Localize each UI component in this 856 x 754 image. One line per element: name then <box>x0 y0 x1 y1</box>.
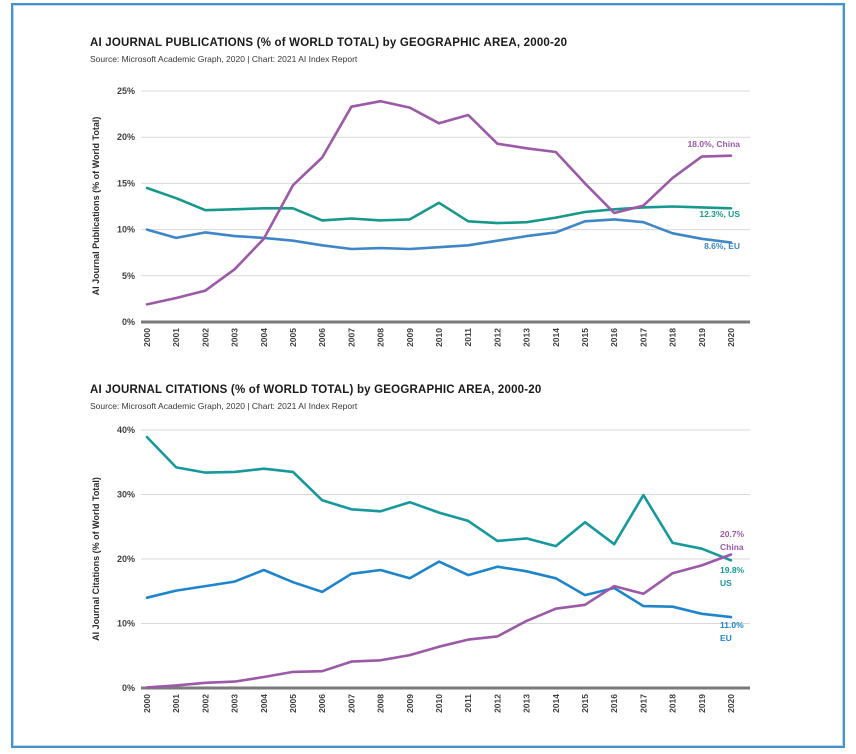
x-tick-label: 2004 <box>259 694 269 713</box>
x-tick-label: 2007 <box>346 328 356 347</box>
x-tick-label: 2009 <box>405 694 415 713</box>
us-line <box>145 435 733 562</box>
x-tick-label: 2011 <box>463 694 473 713</box>
y-tick-label: 10% <box>117 619 135 629</box>
y-axis-label: AI Journal Citations (% of World Total) <box>91 477 101 641</box>
y-tick-label: 40% <box>117 425 135 435</box>
x-tick-label: 2002 <box>200 694 210 713</box>
x-tick-label: 2006 <box>317 328 327 347</box>
x-tick-label: 2015 <box>580 328 590 347</box>
x-tick-label: 2016 <box>609 694 619 713</box>
x-tick-label: 2007 <box>346 694 356 713</box>
y-tick-label: 0% <box>122 683 135 693</box>
y-tick-label: 25% <box>117 86 135 96</box>
x-tick-label: 2010 <box>434 694 444 713</box>
x-tick-label: 2017 <box>638 328 648 347</box>
x-tick-label: 2013 <box>522 694 532 713</box>
y-tick-label: 20% <box>117 554 135 564</box>
us-end-label: 19.8% <box>720 565 745 575</box>
citations-chart-title: AI JOURNAL CITATIONS (% of WORLD TOTAL) … <box>90 384 542 396</box>
eu-end-label: EU <box>720 633 732 643</box>
china-line <box>145 99 733 306</box>
x-tick-label: 2002 <box>200 328 210 347</box>
x-tick-label: 2009 <box>405 328 415 347</box>
x-tick-label: 2015 <box>580 694 590 713</box>
x-tick-label: 2014 <box>551 694 561 713</box>
eu-end-label: 11.0% <box>720 620 744 630</box>
eu-end-label: 8.6%, EU <box>704 241 740 251</box>
eu-line <box>145 560 733 619</box>
selection-border <box>11 3 845 748</box>
china-end-label: China <box>720 542 744 552</box>
eu-line <box>145 218 733 251</box>
x-tick-label: 2006 <box>317 694 327 713</box>
x-tick-label: 2018 <box>668 328 678 347</box>
x-tick-label: 2017 <box>638 694 648 713</box>
publications-chart-title: AI JOURNAL PUBLICATIONS (% of WORLD TOTA… <box>90 37 568 49</box>
us-end-label: US <box>720 578 732 588</box>
x-tick-label: 2000 <box>142 328 152 347</box>
x-tick-label: 2005 <box>288 328 298 347</box>
x-tick-label: 2011 <box>463 328 473 347</box>
y-tick-label: 30% <box>117 490 135 500</box>
x-tick-label: 2003 <box>230 328 240 347</box>
china-line <box>145 553 733 689</box>
x-tick-label: 2000 <box>142 694 152 713</box>
x-tick-label: 2016 <box>609 328 619 347</box>
publications-chart-source: Source: Microsoft Academic Graph, 2020 |… <box>90 54 358 64</box>
x-tick-label: 2020 <box>726 328 736 347</box>
x-tick-label: 2020 <box>726 694 736 713</box>
x-tick-label: 2004 <box>259 328 269 347</box>
x-tick-label: 2019 <box>697 328 707 347</box>
x-tick-label: 2003 <box>230 694 240 713</box>
y-tick-label: 5% <box>122 271 135 281</box>
x-tick-label: 2008 <box>376 694 386 713</box>
x-tick-label: 2001 <box>171 328 181 347</box>
y-axis-label: AI Journal Publications (% of World Tota… <box>91 117 101 296</box>
x-tick-label: 2012 <box>492 328 502 347</box>
y-tick-label: 0% <box>122 317 135 327</box>
y-tick-label: 15% <box>117 178 135 188</box>
y-tick-label: 20% <box>117 132 135 142</box>
x-tick-label: 2018 <box>668 694 678 713</box>
us-end-label: 12.3%, US <box>699 209 740 219</box>
x-tick-label: 2001 <box>171 694 181 713</box>
citations-line-chart: 0% 10% 20% 30% 40% 2000 2001 2002 2003 2004 2005 20… <box>91 425 750 713</box>
x-tick-label: 2014 <box>551 328 561 347</box>
china-end-label: 20.7% <box>720 529 745 539</box>
x-tick-label: 2013 <box>522 328 532 347</box>
x-tick-label: 2019 <box>697 694 707 713</box>
china-end-label: 18.0%, China <box>688 139 741 149</box>
x-tick-label: 2008 <box>376 328 386 347</box>
publications-line-chart: 0% 5% 10% 15% 20% 25% 2000 2001 2002 2003 2004 2005… <box>91 86 750 347</box>
x-tick-label: 2005 <box>288 694 298 713</box>
y-tick-label: 10% <box>117 225 135 235</box>
x-tick-label: 2010 <box>434 328 444 347</box>
x-tick-label: 2012 <box>492 694 502 713</box>
citations-chart-source: Source: Microsoft Academic Graph, 2020 |… <box>90 401 358 411</box>
